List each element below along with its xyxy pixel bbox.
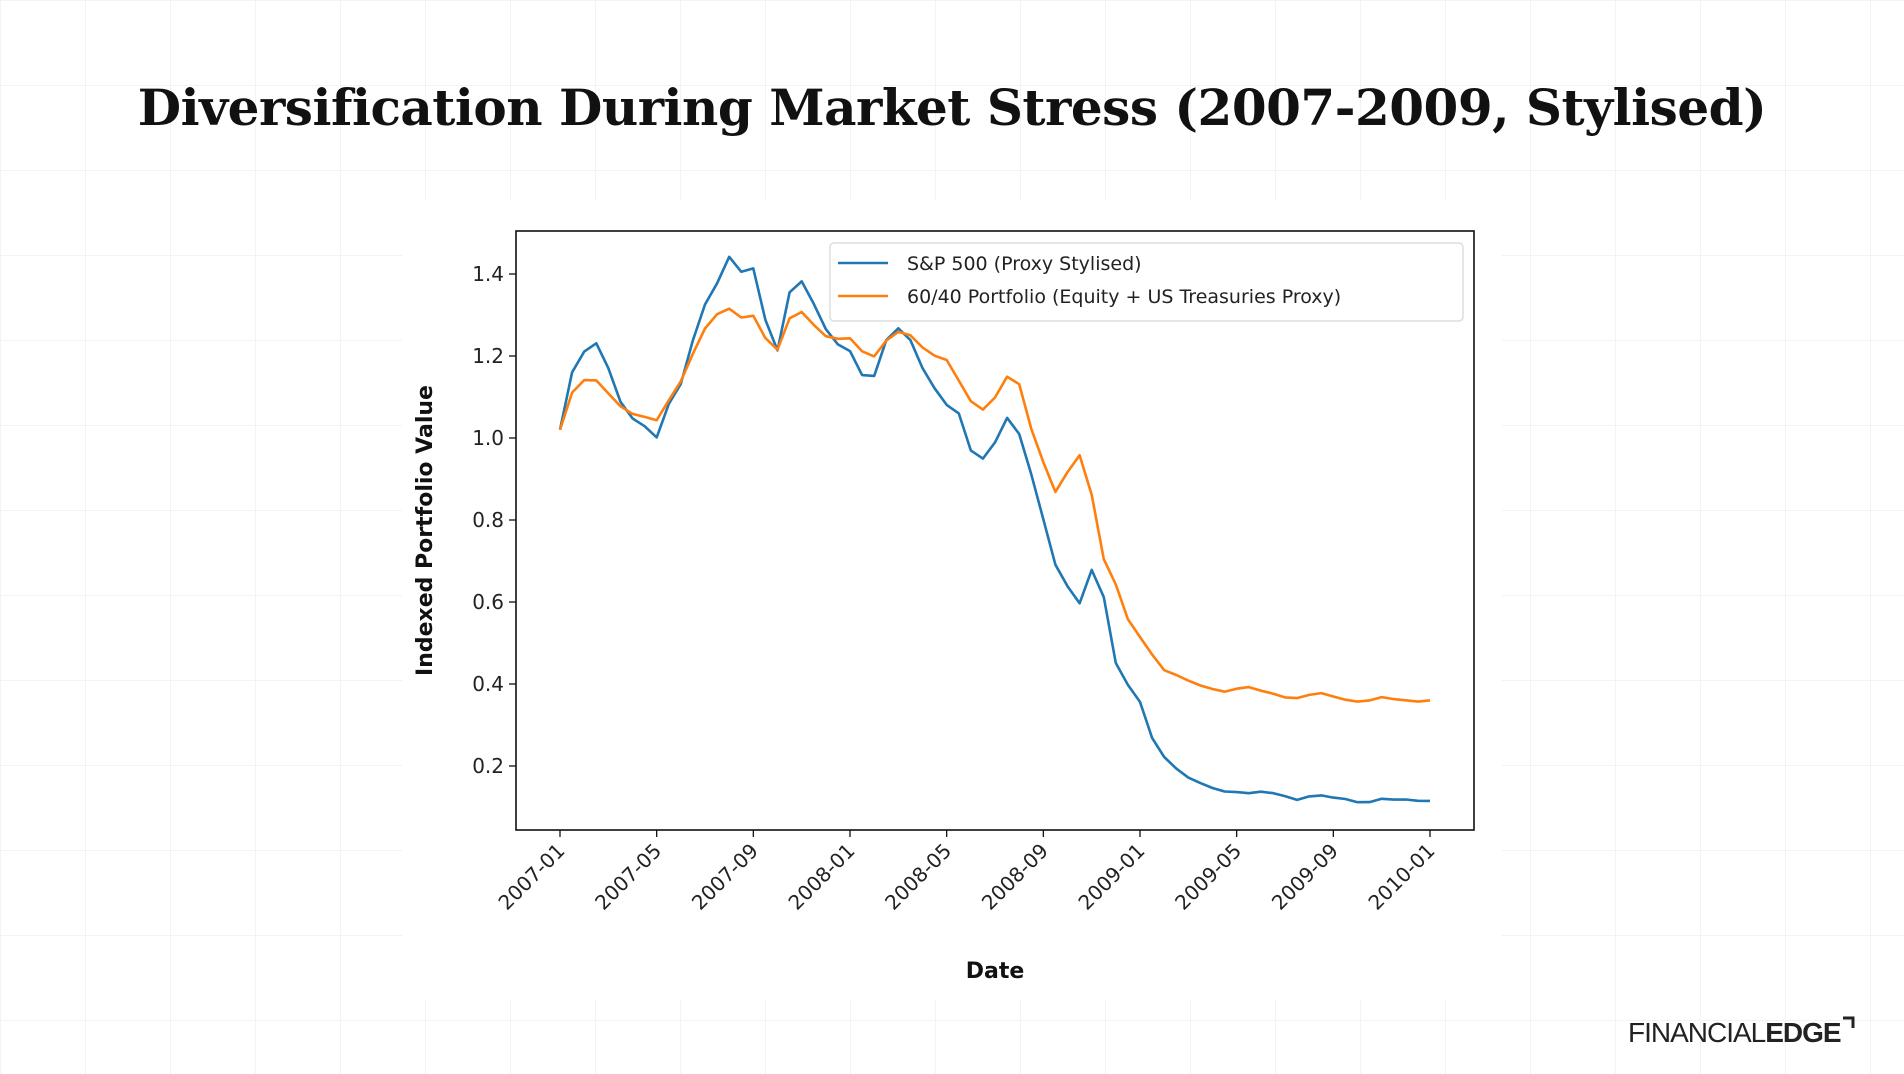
x-axis-label: Date [966, 959, 1025, 984]
x-tick-label: 2007-01 [493, 839, 569, 915]
logo-text-edge: EDGE [1765, 1017, 1841, 1048]
legend-label: S&P 500 (Proxy Stylised) [907, 253, 1142, 275]
x-tick-label: 2009-05 [1170, 839, 1246, 915]
chart-title: Diversification During Market Stress (20… [137, 78, 1767, 137]
series-line-sp500 [558, 255, 1431, 804]
y-axis-label: Indexed Portfolio Value [413, 385, 438, 676]
y-tick-label: 0.8 [472, 508, 504, 532]
financial-edge-logo: FINANCIALEDGE [1628, 1016, 1855, 1049]
x-tick-label: 2008-01 [783, 839, 859, 915]
x-tick-label: 2008-05 [880, 839, 956, 915]
x-tick-label: 2009-01 [1073, 839, 1149, 915]
y-tick-label: 1.4 [472, 262, 504, 286]
x-tick-label: 2007-05 [590, 839, 666, 915]
y-tick-label: 1.0 [472, 426, 504, 450]
legend-box [829, 242, 1464, 322]
x-tick-label: 2007-09 [687, 839, 763, 915]
x-tick-label: 2009-09 [1267, 839, 1343, 915]
x-tick-label: 2008-09 [977, 839, 1053, 915]
y-tick-label: 0.4 [472, 672, 504, 696]
series-line-60-40 [558, 307, 1431, 703]
logo-corner-icon [1842, 1016, 1855, 1028]
x-tick-label: 2010-01 [1363, 839, 1439, 915]
y-tick-label: 1.2 [472, 344, 504, 368]
y-tick-label: 0.2 [472, 754, 504, 778]
y-tick-label: 0.6 [472, 590, 504, 614]
legend-label: 60/40 Portfolio (Equity + US Treasuries … [907, 286, 1341, 308]
logo-text-financial: FINANCIAL [1628, 1017, 1766, 1048]
plot-area [515, 230, 1475, 831]
